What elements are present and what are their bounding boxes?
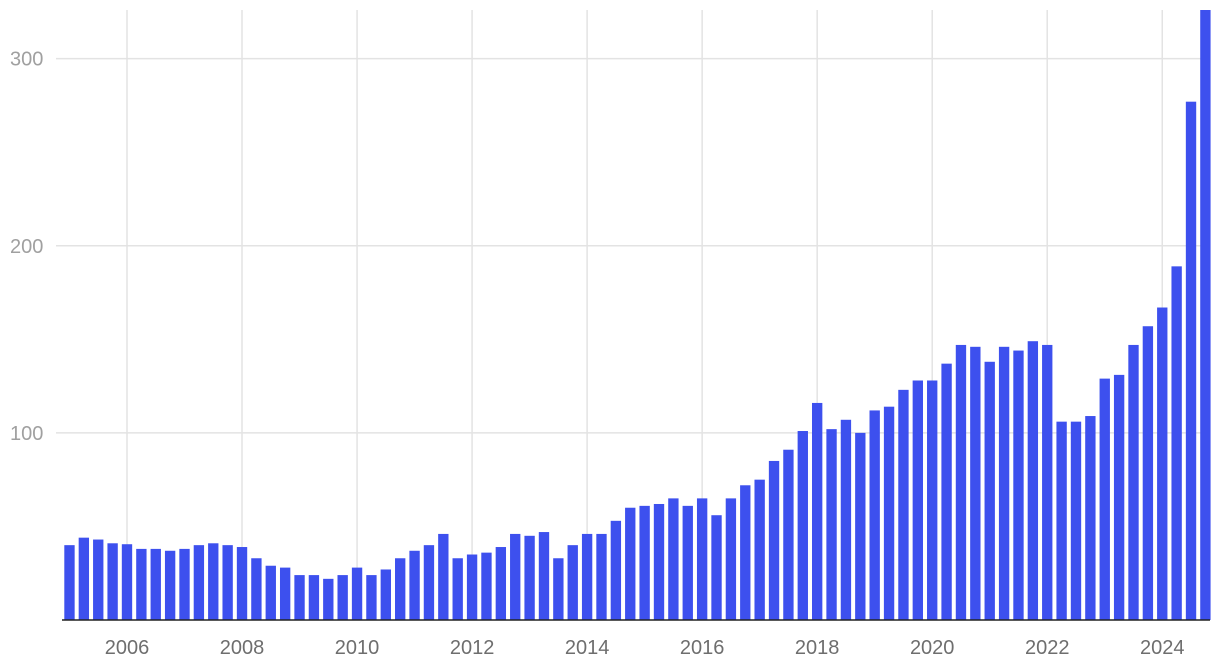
- bar: [1157, 307, 1168, 620]
- bar: [668, 498, 679, 620]
- bar: [208, 543, 219, 620]
- x-tick-label: 2016: [680, 637, 725, 659]
- bar: [682, 505, 693, 620]
- bar: [998, 346, 1010, 620]
- bar: [294, 575, 305, 620]
- bar: [423, 545, 435, 620]
- bar: [596, 533, 607, 620]
- bar: [179, 548, 190, 620]
- bar: [1142, 326, 1154, 620]
- bar: [337, 575, 348, 620]
- bar: [1171, 266, 1182, 620]
- bar: [1056, 421, 1067, 620]
- x-tick-label: 2006: [105, 637, 150, 659]
- x-tick-label: 2014: [565, 637, 610, 659]
- bar: [308, 575, 320, 620]
- bar: [1070, 421, 1082, 620]
- bar: [783, 449, 794, 620]
- bar: [1099, 378, 1110, 620]
- bar: [510, 533, 521, 620]
- bar: [797, 431, 808, 620]
- bar: [811, 402, 823, 620]
- bar: [121, 544, 133, 620]
- x-tick-label: 2024: [1140, 637, 1185, 659]
- bar: [265, 565, 276, 620]
- bar: [1113, 374, 1125, 620]
- y-tick-label: 200: [10, 236, 43, 258]
- bar: [222, 545, 233, 620]
- bar: [898, 389, 909, 620]
- bar: [1085, 416, 1096, 620]
- bar: [768, 460, 780, 620]
- x-tick-label: 2020: [910, 637, 955, 659]
- bar: [625, 507, 636, 620]
- bar: [452, 558, 463, 620]
- bar: [1185, 101, 1197, 620]
- bar: [164, 550, 176, 620]
- x-tick-label: 2008: [220, 637, 265, 659]
- bar: [538, 532, 550, 620]
- bar: [567, 545, 578, 620]
- bar: [78, 537, 90, 620]
- bar: [251, 558, 262, 620]
- bar: [754, 479, 765, 620]
- bar: [639, 505, 650, 620]
- bar: [466, 554, 478, 620]
- bar: [970, 346, 981, 620]
- bar: [366, 575, 377, 620]
- bar: [840, 419, 852, 620]
- bar: [984, 361, 995, 620]
- bar: [855, 432, 866, 620]
- bar: [740, 485, 751, 620]
- bar: [107, 543, 118, 620]
- bar: [553, 558, 564, 620]
- bar: [1027, 341, 1039, 620]
- x-tick-label: 2022: [1025, 637, 1070, 659]
- bar: [193, 545, 205, 620]
- bar: [653, 503, 665, 620]
- bar: [481, 552, 492, 620]
- y-tick-label: 100: [10, 423, 43, 445]
- bar: [380, 569, 391, 620]
- bar: [150, 548, 161, 620]
- y-tick-label: 300: [10, 49, 43, 71]
- bar: [236, 547, 248, 620]
- bar: [826, 429, 837, 620]
- bar: [524, 535, 535, 620]
- bar: [279, 567, 291, 620]
- bar: [696, 498, 708, 620]
- bar: [438, 533, 449, 620]
- bar: [955, 344, 967, 620]
- bar: [1042, 344, 1053, 620]
- bar: [495, 547, 507, 620]
- bar: [93, 539, 104, 620]
- bar: [136, 548, 147, 620]
- bar: [581, 533, 593, 620]
- bar: [395, 558, 406, 620]
- bar: [711, 515, 722, 620]
- bar: [610, 520, 622, 620]
- bar: [941, 363, 952, 620]
- x-tick-label: 2018: [795, 637, 840, 659]
- bar: [323, 578, 334, 620]
- bar: [869, 410, 880, 620]
- bar: [1200, 10, 1211, 620]
- bar: [351, 567, 363, 620]
- x-tick-label: 2012: [450, 637, 495, 659]
- bar: [64, 545, 75, 620]
- bar: [409, 550, 420, 620]
- bar: [883, 406, 895, 620]
- bar: [1013, 350, 1024, 620]
- bar: [927, 380, 938, 620]
- bar: [725, 498, 737, 620]
- bar: [1128, 344, 1139, 620]
- bar: [912, 380, 923, 620]
- x-tick-label: 2010: [335, 637, 380, 659]
